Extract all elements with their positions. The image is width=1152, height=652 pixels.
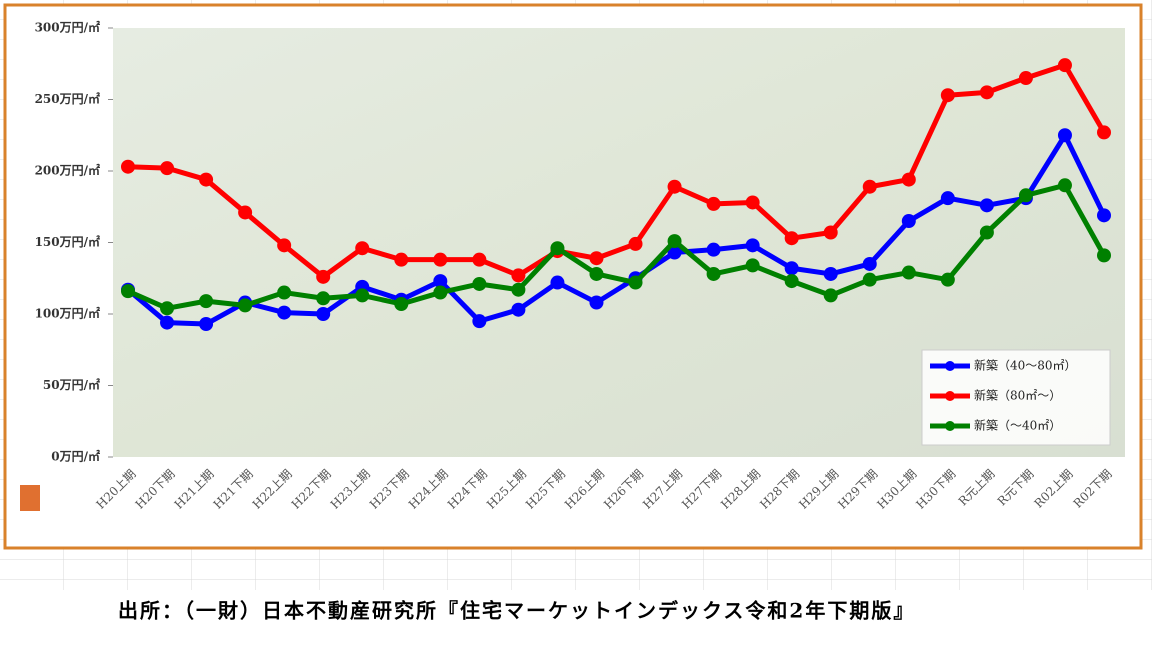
data-point <box>745 238 760 253</box>
legend-marker <box>945 361 955 371</box>
y-tick-label: 200万円/㎡ <box>35 163 100 178</box>
data-point <box>1057 178 1072 193</box>
data-point <box>628 236 643 251</box>
data-point <box>862 179 877 194</box>
data-point <box>589 251 604 266</box>
data-point <box>121 159 135 174</box>
data-point <box>550 275 565 290</box>
y-tick-label: 150万円/㎡ <box>35 234 100 249</box>
data-point <box>277 305 292 320</box>
source: 出所：（一財）日本不動産研究所『住宅マーケットインデックス令和2年下期版』 <box>118 599 915 623</box>
data-point <box>667 245 682 260</box>
legend-label: 新築（80㎡～） <box>974 388 1061 403</box>
y-tick-label: 250万円/㎡ <box>35 91 100 106</box>
data-point <box>667 234 682 249</box>
data-point <box>160 301 175 316</box>
data-point <box>394 296 409 311</box>
data-point <box>355 288 370 303</box>
source-area <box>0 590 1152 648</box>
data-point <box>1097 125 1111 140</box>
data-point <box>979 85 994 100</box>
data-point <box>160 315 175 330</box>
data-point <box>589 266 604 281</box>
data-point <box>433 285 448 300</box>
legend-marker <box>945 421 955 431</box>
data-point <box>511 302 526 317</box>
data-point <box>199 172 214 187</box>
data-point <box>784 274 799 289</box>
data-point <box>277 238 292 253</box>
data-point <box>940 88 955 103</box>
data-point <box>472 252 487 267</box>
data-point <box>784 231 799 246</box>
data-point <box>472 276 487 291</box>
data-point <box>1097 208 1111 223</box>
data-point <box>979 225 994 240</box>
data-point <box>550 241 565 256</box>
data-point <box>823 266 838 281</box>
data-point <box>433 274 448 289</box>
data-point <box>901 265 916 280</box>
data-point <box>1057 128 1072 143</box>
data-point <box>472 314 487 329</box>
data-point <box>979 198 994 213</box>
data-point <box>706 242 721 257</box>
data-point <box>316 291 331 306</box>
data-point <box>823 288 838 303</box>
data-point <box>121 284 135 299</box>
data-point <box>1057 58 1072 73</box>
data-point <box>511 268 526 283</box>
y-tick-label: 50万円/㎡ <box>43 377 100 392</box>
data-point <box>862 272 877 287</box>
logo-icon <box>20 485 40 511</box>
data-point <box>199 317 214 332</box>
data-point <box>355 241 370 256</box>
data-point <box>199 294 214 309</box>
data-point <box>1097 248 1111 263</box>
data-point <box>823 225 838 240</box>
data-point <box>745 195 760 210</box>
series-line <box>127 62 1107 280</box>
data-point <box>277 285 292 300</box>
data-point <box>238 205 253 220</box>
data-point <box>316 307 331 321</box>
data-point <box>589 295 604 310</box>
data-point <box>745 258 760 273</box>
data-point <box>511 282 526 297</box>
data-point <box>784 261 799 276</box>
data-point <box>940 191 955 206</box>
data-point <box>901 214 916 229</box>
y-tick-label: 100万円/㎡ <box>35 306 100 321</box>
legend-marker <box>945 391 955 401</box>
data-point <box>1018 71 1033 86</box>
y-tick-label: 300万円/㎡ <box>35 20 100 35</box>
data-point <box>316 269 331 284</box>
data-point <box>706 196 721 211</box>
y-tick-label: 0万円/㎡ <box>51 449 100 464</box>
data-point <box>394 252 409 267</box>
data-point <box>667 179 682 194</box>
data-point <box>901 172 916 187</box>
data-point <box>1018 188 1033 203</box>
data-point <box>160 161 175 176</box>
data-point <box>238 298 253 313</box>
data-point <box>433 252 448 267</box>
data-point <box>862 256 877 271</box>
data-point <box>628 275 643 290</box>
legend-label: 新築（～40㎡） <box>974 418 1061 433</box>
data-point <box>706 266 721 281</box>
data-point <box>940 272 955 287</box>
legend-label: 新築（40～80㎡） <box>974 358 1077 373</box>
